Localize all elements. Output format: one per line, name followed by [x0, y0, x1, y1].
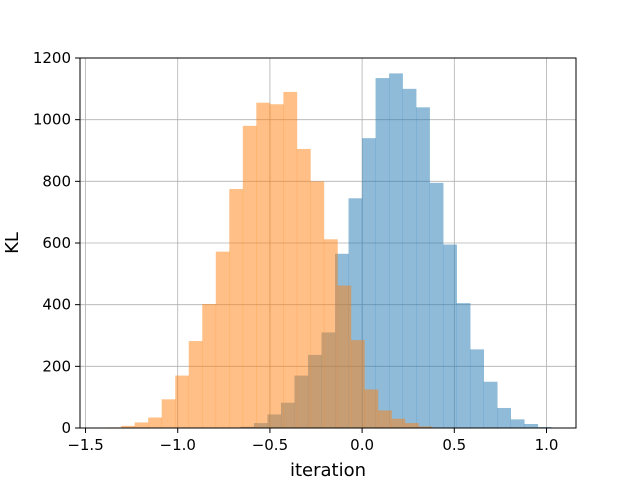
histogram-bar: [470, 349, 484, 428]
x-tick-label: 0.0: [350, 436, 374, 454]
histogram-bar: [497, 407, 512, 428]
series-2-bars: [107, 91, 446, 429]
x-tick-label: −1.0: [160, 436, 196, 454]
x-tick-label: 0.5: [442, 436, 466, 454]
x-axis-label: iteration: [290, 460, 366, 480]
histogram-bar: [416, 107, 430, 428]
histogram-bar: [283, 91, 298, 429]
histogram-bar: [524, 423, 539, 428]
histogram-bar: [310, 181, 325, 428]
histogram-bar: [362, 138, 376, 428]
histogram-bar: [148, 417, 163, 428]
histogram-bar: [510, 419, 525, 428]
x-axis-ticks: −1.5 −1.0 −0.5 0.0 0.5 1.0: [67, 428, 558, 454]
histogram-bar: [389, 73, 403, 429]
y-axis-label: KL: [2, 232, 23, 254]
histogram-bar: [134, 422, 149, 428]
y-axis-ticks: 0 200 400 600 800 1000 1200: [33, 49, 80, 437]
y-tick-label: 1000: [33, 111, 71, 129]
histogram-bar: [242, 125, 257, 428]
x-tick-label: 1.0: [535, 436, 559, 454]
histogram-bar: [296, 148, 311, 429]
x-tick-label: −0.5: [252, 436, 288, 454]
histogram-bar: [323, 239, 338, 428]
histogram-bar: [456, 303, 471, 428]
histogram-bars: [107, 73, 566, 429]
histogram-bar: [443, 244, 457, 428]
histogram-bar: [418, 426, 433, 428]
histogram-bar: [269, 104, 284, 428]
histogram-bar: [202, 304, 217, 428]
histogram-bar: [256, 102, 271, 428]
x-tick-label: −1.5: [67, 436, 103, 454]
histogram-bar: [337, 285, 352, 428]
histogram-bar: [377, 410, 392, 428]
histogram-bar: [402, 88, 417, 428]
histogram-bar: [121, 425, 135, 428]
histogram-bar: [175, 375, 190, 428]
histogram-bar: [229, 189, 244, 428]
histogram-bar: [483, 381, 498, 428]
histogram-bar: [429, 182, 444, 428]
histogram-bar: [215, 251, 230, 428]
histogram-bar: [188, 341, 203, 428]
y-tick-label: 1200: [33, 49, 71, 67]
histogram-bar: [364, 389, 379, 428]
histogram-bar: [161, 399, 176, 428]
histogram-bar: [404, 423, 419, 428]
y-tick-label: 800: [42, 172, 71, 190]
y-tick-label: 400: [42, 296, 71, 314]
histogram-bar: [350, 340, 365, 428]
y-tick-label: 600: [42, 234, 71, 252]
histogram-bar: [375, 78, 390, 429]
y-tick-label: 200: [42, 357, 71, 375]
y-tick-label: 0: [61, 419, 71, 437]
histogram-bar: [391, 418, 406, 428]
